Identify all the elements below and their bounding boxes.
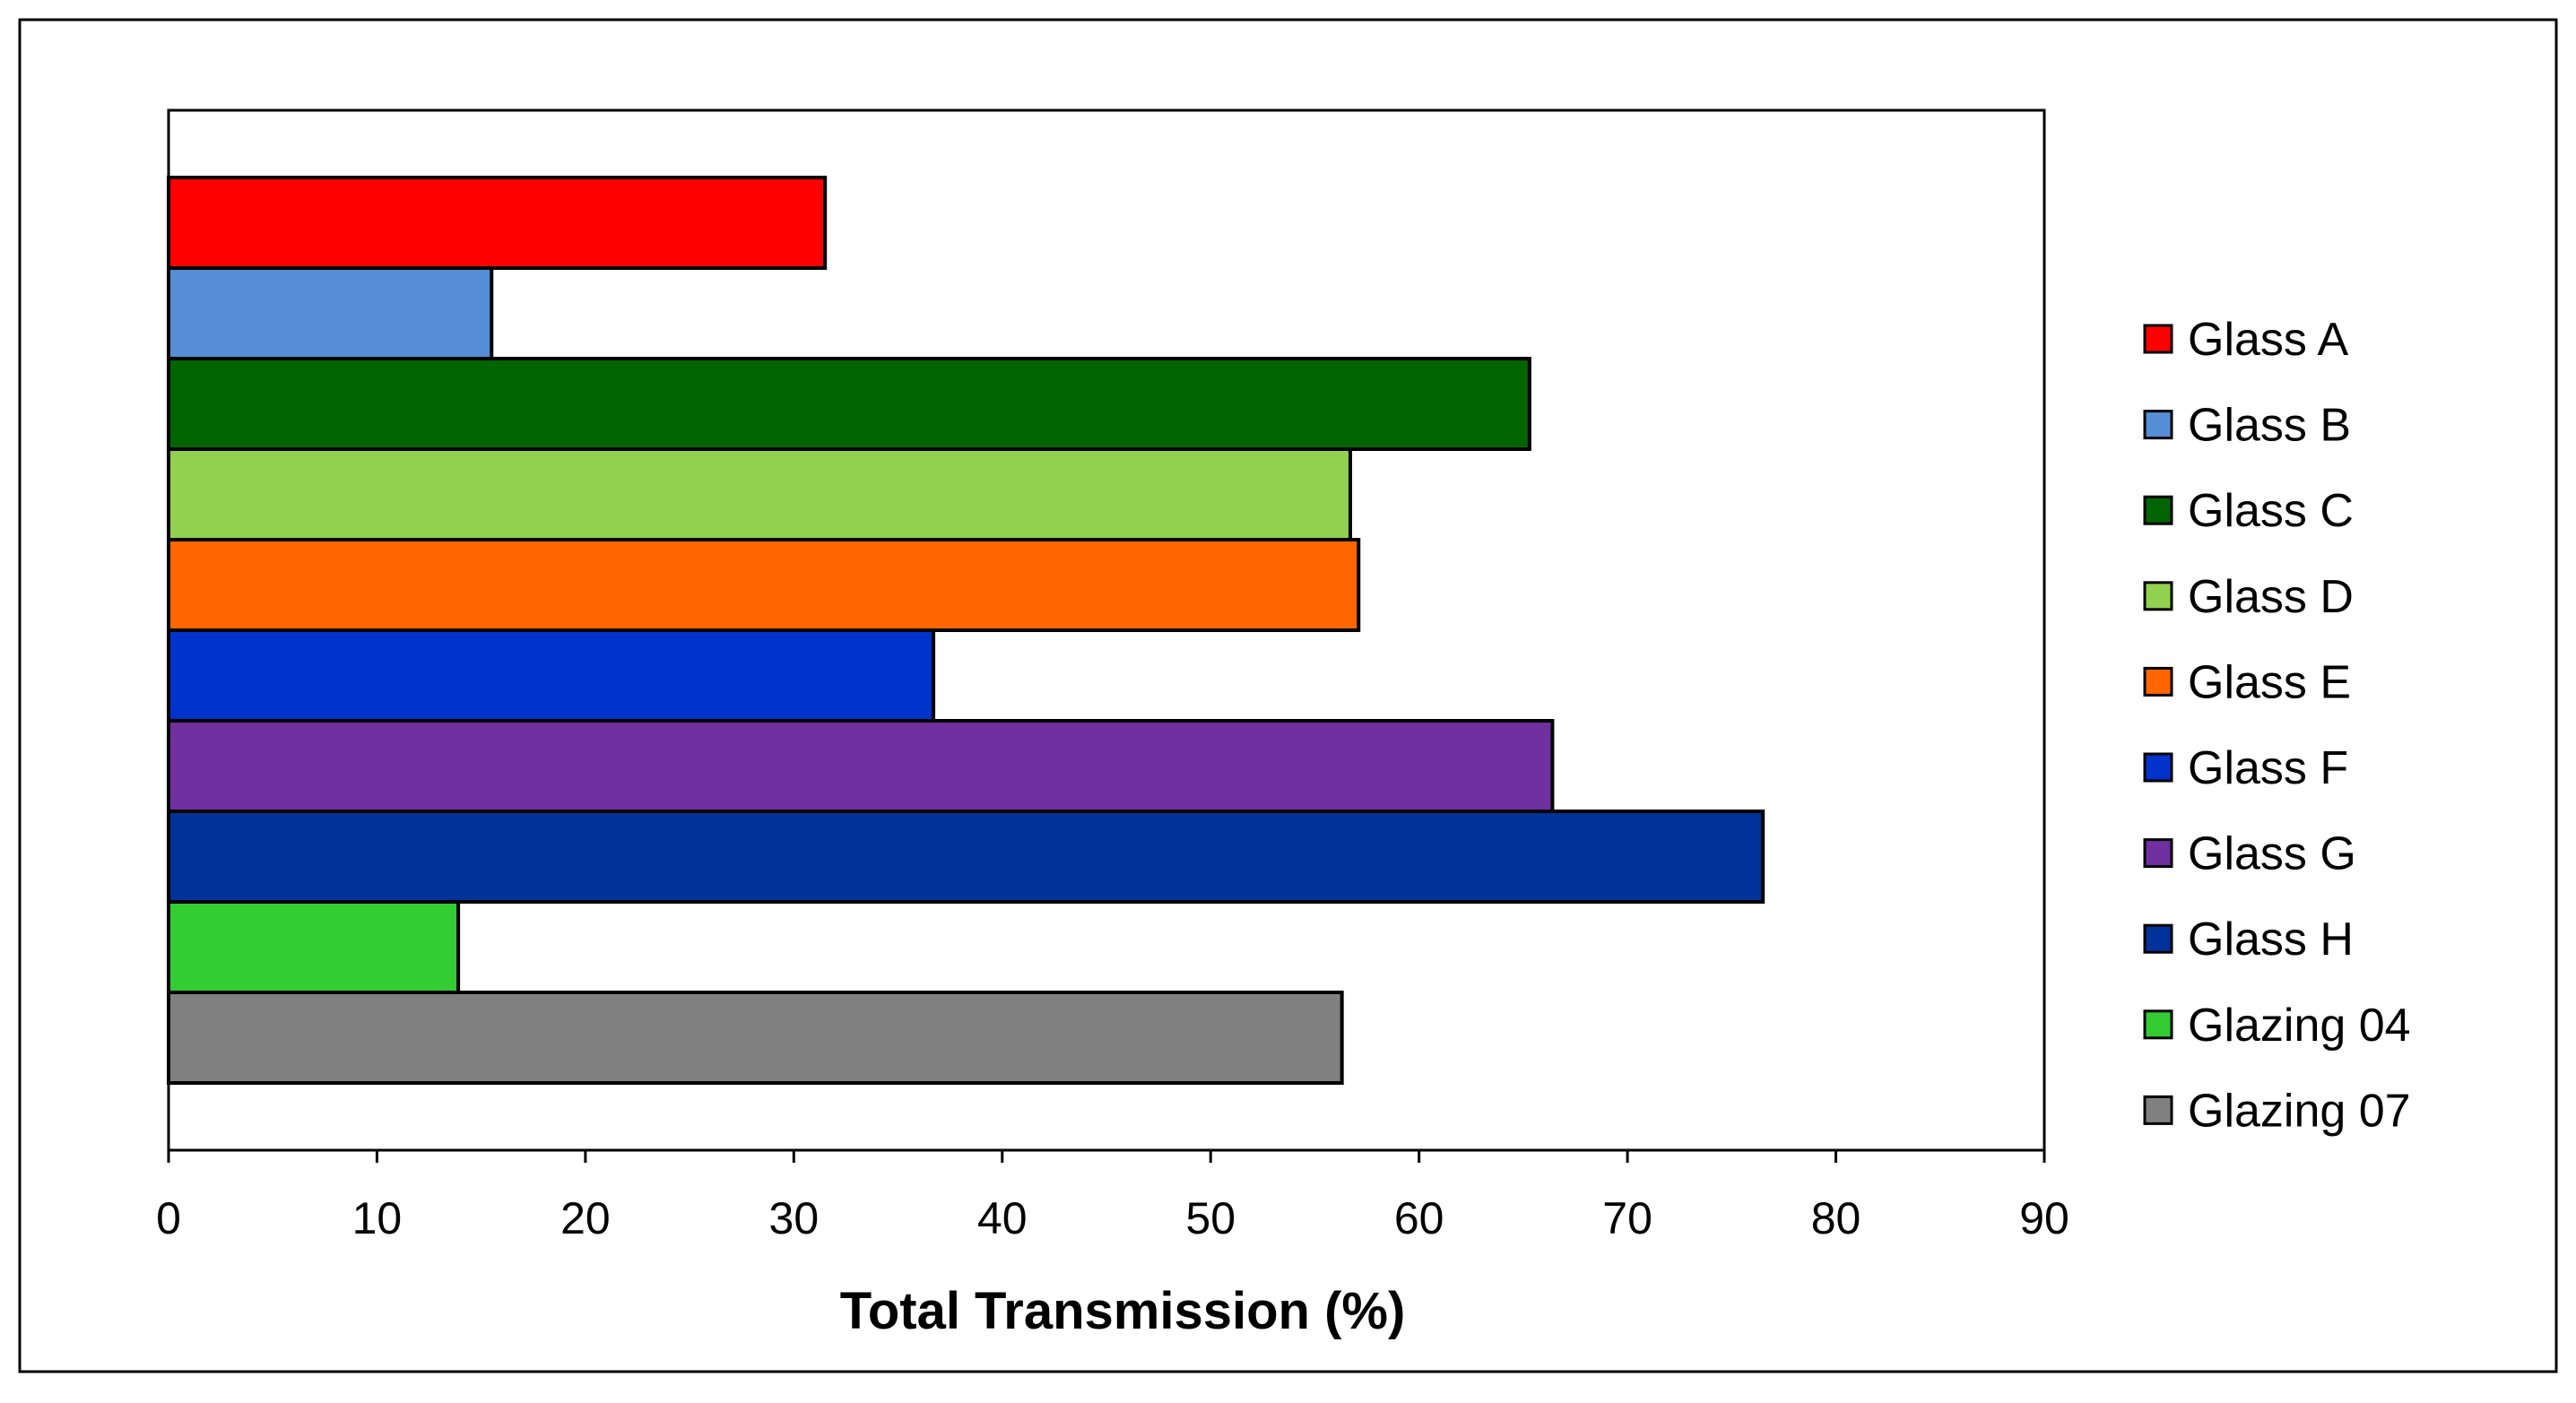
legend-label: Glass G: [2188, 828, 2356, 880]
legend-label: Glass C: [2188, 485, 2354, 537]
legend-swatch: [2143, 495, 2173, 525]
x-tick-label: 40: [977, 1193, 1028, 1243]
legend-swatch: [2143, 838, 2173, 869]
x-axis-ticks: 0 10 20 30 40 50 60 70 80 90: [156, 1150, 2069, 1243]
legend-label: Glass B: [2188, 400, 2351, 452]
bar-glazing-07: [167, 991, 1344, 1085]
legend-label: Glazing 07: [2188, 1085, 2411, 1137]
legend-item-glass-a: Glass A: [2143, 314, 2348, 366]
bar-glass-c: [167, 357, 1531, 451]
legend-label: Glass F: [2188, 742, 2348, 794]
bar-glass-g: [167, 719, 1555, 813]
bar-glass-e: [167, 538, 1361, 632]
x-tick-label: 80: [1811, 1193, 1861, 1243]
legend-item-glass-d: Glass D: [2143, 571, 2354, 623]
bars-layer: [167, 176, 1765, 1085]
legend-label: Glass E: [2188, 656, 2351, 708]
x-tick-label: 90: [2019, 1193, 2069, 1243]
x-tick-label: 50: [1185, 1193, 1236, 1243]
x-tick-label: 30: [769, 1193, 820, 1243]
legend-item-glass-c: Glass C: [2143, 485, 2354, 537]
legend-label: Glass D: [2188, 571, 2354, 623]
bar-glass-f: [167, 628, 936, 723]
bar-glazing-04: [167, 900, 461, 994]
x-tick-label: 60: [1394, 1193, 1444, 1243]
x-tick-label: 10: [352, 1193, 403, 1243]
x-axis-title: Total Transmission (%): [840, 1282, 1406, 1340]
legend-swatch: [2143, 752, 2173, 783]
legend-item-glass-h: Glass H: [2143, 914, 2354, 966]
legend-item-glass-f: Glass F: [2143, 742, 2348, 794]
bar-glass-d: [167, 447, 1352, 541]
bar-glass-h: [167, 810, 1765, 904]
legend-swatch: [2143, 923, 2173, 954]
legend-item-glass-g: Glass G: [2143, 828, 2356, 880]
legend-item-glass-b: Glass B: [2143, 400, 2351, 452]
legend-swatch: [2143, 666, 2173, 697]
legend-swatch: [2143, 1095, 2173, 1125]
bar-glass-b: [167, 266, 494, 360]
x-tick-label: 70: [1602, 1193, 1652, 1243]
legend: Glass A Glass B Glass C Glass D Glass E Glass…: [2143, 314, 2411, 1137]
legend-label: Glazing 04: [2188, 1000, 2411, 1052]
legend-item-glazing-04: Glazing 04: [2143, 1000, 2411, 1052]
legend-item-glazing-07: Glazing 07: [2143, 1085, 2411, 1137]
legend-swatch: [2143, 581, 2173, 611]
legend-swatch: [2143, 324, 2173, 354]
bar-glass-a: [167, 176, 828, 270]
x-tick-label: 20: [560, 1193, 611, 1243]
legend-swatch: [2143, 1009, 2173, 1040]
legend-label: Glass H: [2188, 914, 2354, 966]
legend-item-glass-e: Glass E: [2143, 656, 2351, 708]
x-tick-label: 0: [156, 1193, 181, 1243]
legend-swatch: [2143, 410, 2173, 440]
legend-label: Glass A: [2188, 314, 2348, 366]
